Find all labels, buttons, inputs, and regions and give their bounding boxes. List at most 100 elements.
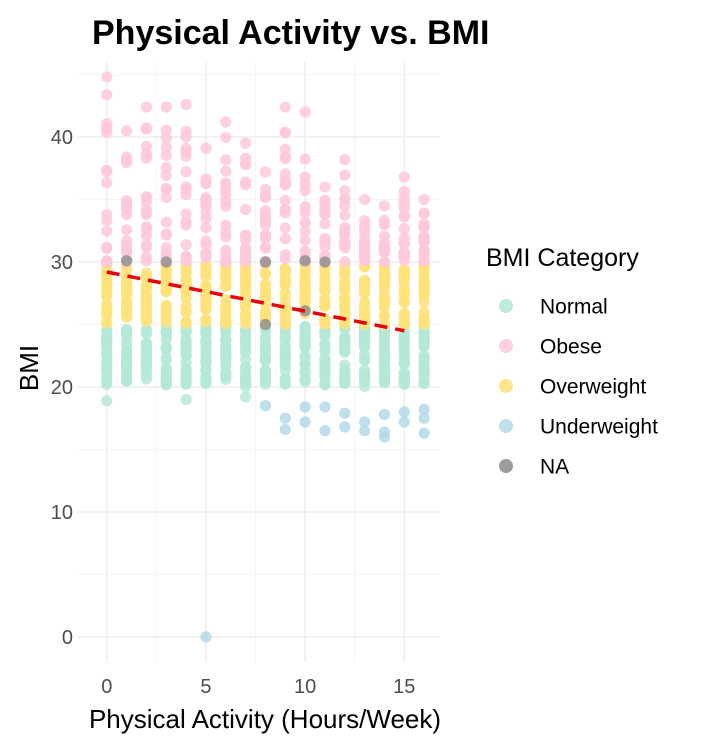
point-normal bbox=[140, 373, 153, 385]
point-overweight bbox=[359, 309, 371, 321]
point-obese bbox=[180, 150, 192, 162]
y-tick-label: 30 bbox=[51, 252, 73, 274]
point-overweight bbox=[200, 314, 212, 326]
point-normal bbox=[101, 338, 113, 350]
point-obese bbox=[200, 222, 212, 234]
point-obese bbox=[398, 171, 410, 183]
point-underweight bbox=[378, 426, 391, 438]
point-overweight bbox=[120, 311, 133, 323]
point-overweight bbox=[180, 291, 192, 304]
point-normal bbox=[160, 342, 172, 354]
point-normal bbox=[359, 353, 371, 366]
point-obese bbox=[200, 142, 212, 154]
point-underweight bbox=[418, 427, 430, 439]
legend-label-obese: Obese bbox=[540, 336, 602, 359]
point-normal bbox=[339, 344, 351, 356]
point-obese bbox=[279, 127, 291, 139]
point-obese bbox=[339, 227, 351, 239]
point-overweight bbox=[398, 317, 410, 329]
point-normal bbox=[378, 373, 391, 385]
point-normal bbox=[339, 375, 351, 387]
point-normal bbox=[240, 326, 252, 338]
point-obese bbox=[101, 89, 113, 101]
point-underweight bbox=[200, 631, 212, 643]
point-normal bbox=[160, 325, 172, 337]
point-normal bbox=[279, 374, 291, 386]
point-obese bbox=[418, 235, 430, 247]
point-obese bbox=[418, 207, 430, 219]
point-overweight bbox=[220, 316, 232, 328]
point-normal bbox=[319, 338, 331, 350]
point-obese bbox=[220, 244, 232, 256]
point-obese bbox=[319, 236, 331, 248]
point-obese bbox=[279, 143, 291, 155]
point-overweight bbox=[259, 292, 272, 304]
point-obese bbox=[140, 148, 153, 160]
point-obese bbox=[140, 224, 153, 236]
point-overweight bbox=[359, 287, 371, 299]
point-normal bbox=[220, 357, 232, 369]
point-obese bbox=[259, 205, 272, 217]
point-normal bbox=[160, 379, 172, 391]
point-obese bbox=[200, 178, 212, 190]
legend-items: Normal Obese Overweight Underweight NA bbox=[499, 296, 658, 479]
point-normal bbox=[418, 364, 430, 376]
point-obese bbox=[180, 181, 192, 193]
x-tick-label: 0 bbox=[101, 676, 112, 698]
point-overweight bbox=[259, 267, 272, 280]
point-underweight bbox=[418, 403, 430, 416]
point-normal bbox=[418, 373, 430, 385]
point-overweight bbox=[101, 317, 113, 329]
point-obese bbox=[101, 127, 113, 139]
point-obese bbox=[220, 178, 232, 191]
point-obese bbox=[160, 216, 172, 228]
point-normal bbox=[200, 358, 212, 370]
point-overweight bbox=[398, 263, 410, 275]
y-tick-label: 10 bbox=[51, 502, 73, 524]
point-obese bbox=[240, 137, 252, 149]
point-normal bbox=[101, 348, 113, 360]
point-underweight bbox=[339, 421, 351, 433]
chart-title: Physical Activity vs. BMI bbox=[92, 14, 489, 52]
point-obese bbox=[339, 256, 351, 268]
point-overweight bbox=[160, 269, 172, 281]
point-obese bbox=[180, 166, 192, 178]
point-overweight bbox=[279, 287, 291, 299]
x-tick-label: 5 bbox=[200, 676, 211, 698]
point-underweight bbox=[339, 407, 351, 419]
point-obese bbox=[240, 255, 252, 267]
point-obese bbox=[398, 232, 410, 244]
point-na bbox=[299, 305, 311, 317]
point-overweight bbox=[378, 267, 391, 280]
point-overweight bbox=[418, 288, 430, 300]
point-obese bbox=[101, 71, 113, 83]
point-normal bbox=[378, 365, 391, 377]
point-overweight bbox=[279, 277, 291, 289]
point-obese bbox=[220, 154, 232, 166]
point-normal bbox=[160, 334, 172, 346]
point-normal bbox=[240, 336, 252, 348]
point-obese bbox=[359, 219, 371, 232]
point-obese bbox=[339, 193, 351, 205]
point-normal bbox=[200, 378, 212, 390]
point-overweight bbox=[220, 300, 232, 312]
point-obese bbox=[180, 131, 192, 143]
point-overweight bbox=[220, 271, 232, 284]
point-obese bbox=[279, 203, 291, 215]
point-normal bbox=[418, 331, 430, 343]
point-obese bbox=[259, 241, 272, 253]
point-obese bbox=[101, 177, 113, 189]
point-normal bbox=[398, 349, 410, 362]
point-overweight bbox=[240, 264, 252, 276]
point-normal bbox=[220, 334, 232, 346]
point-overweight bbox=[120, 265, 133, 277]
point-obese bbox=[140, 241, 153, 253]
point-normal bbox=[101, 395, 113, 407]
trend-line bbox=[106, 270, 405, 333]
point-normal bbox=[220, 349, 232, 361]
point-normal bbox=[279, 345, 291, 357]
legend-label-na: NA bbox=[540, 456, 569, 479]
point-obese bbox=[378, 200, 391, 212]
point-obese bbox=[359, 239, 371, 252]
point-obese bbox=[200, 212, 212, 225]
